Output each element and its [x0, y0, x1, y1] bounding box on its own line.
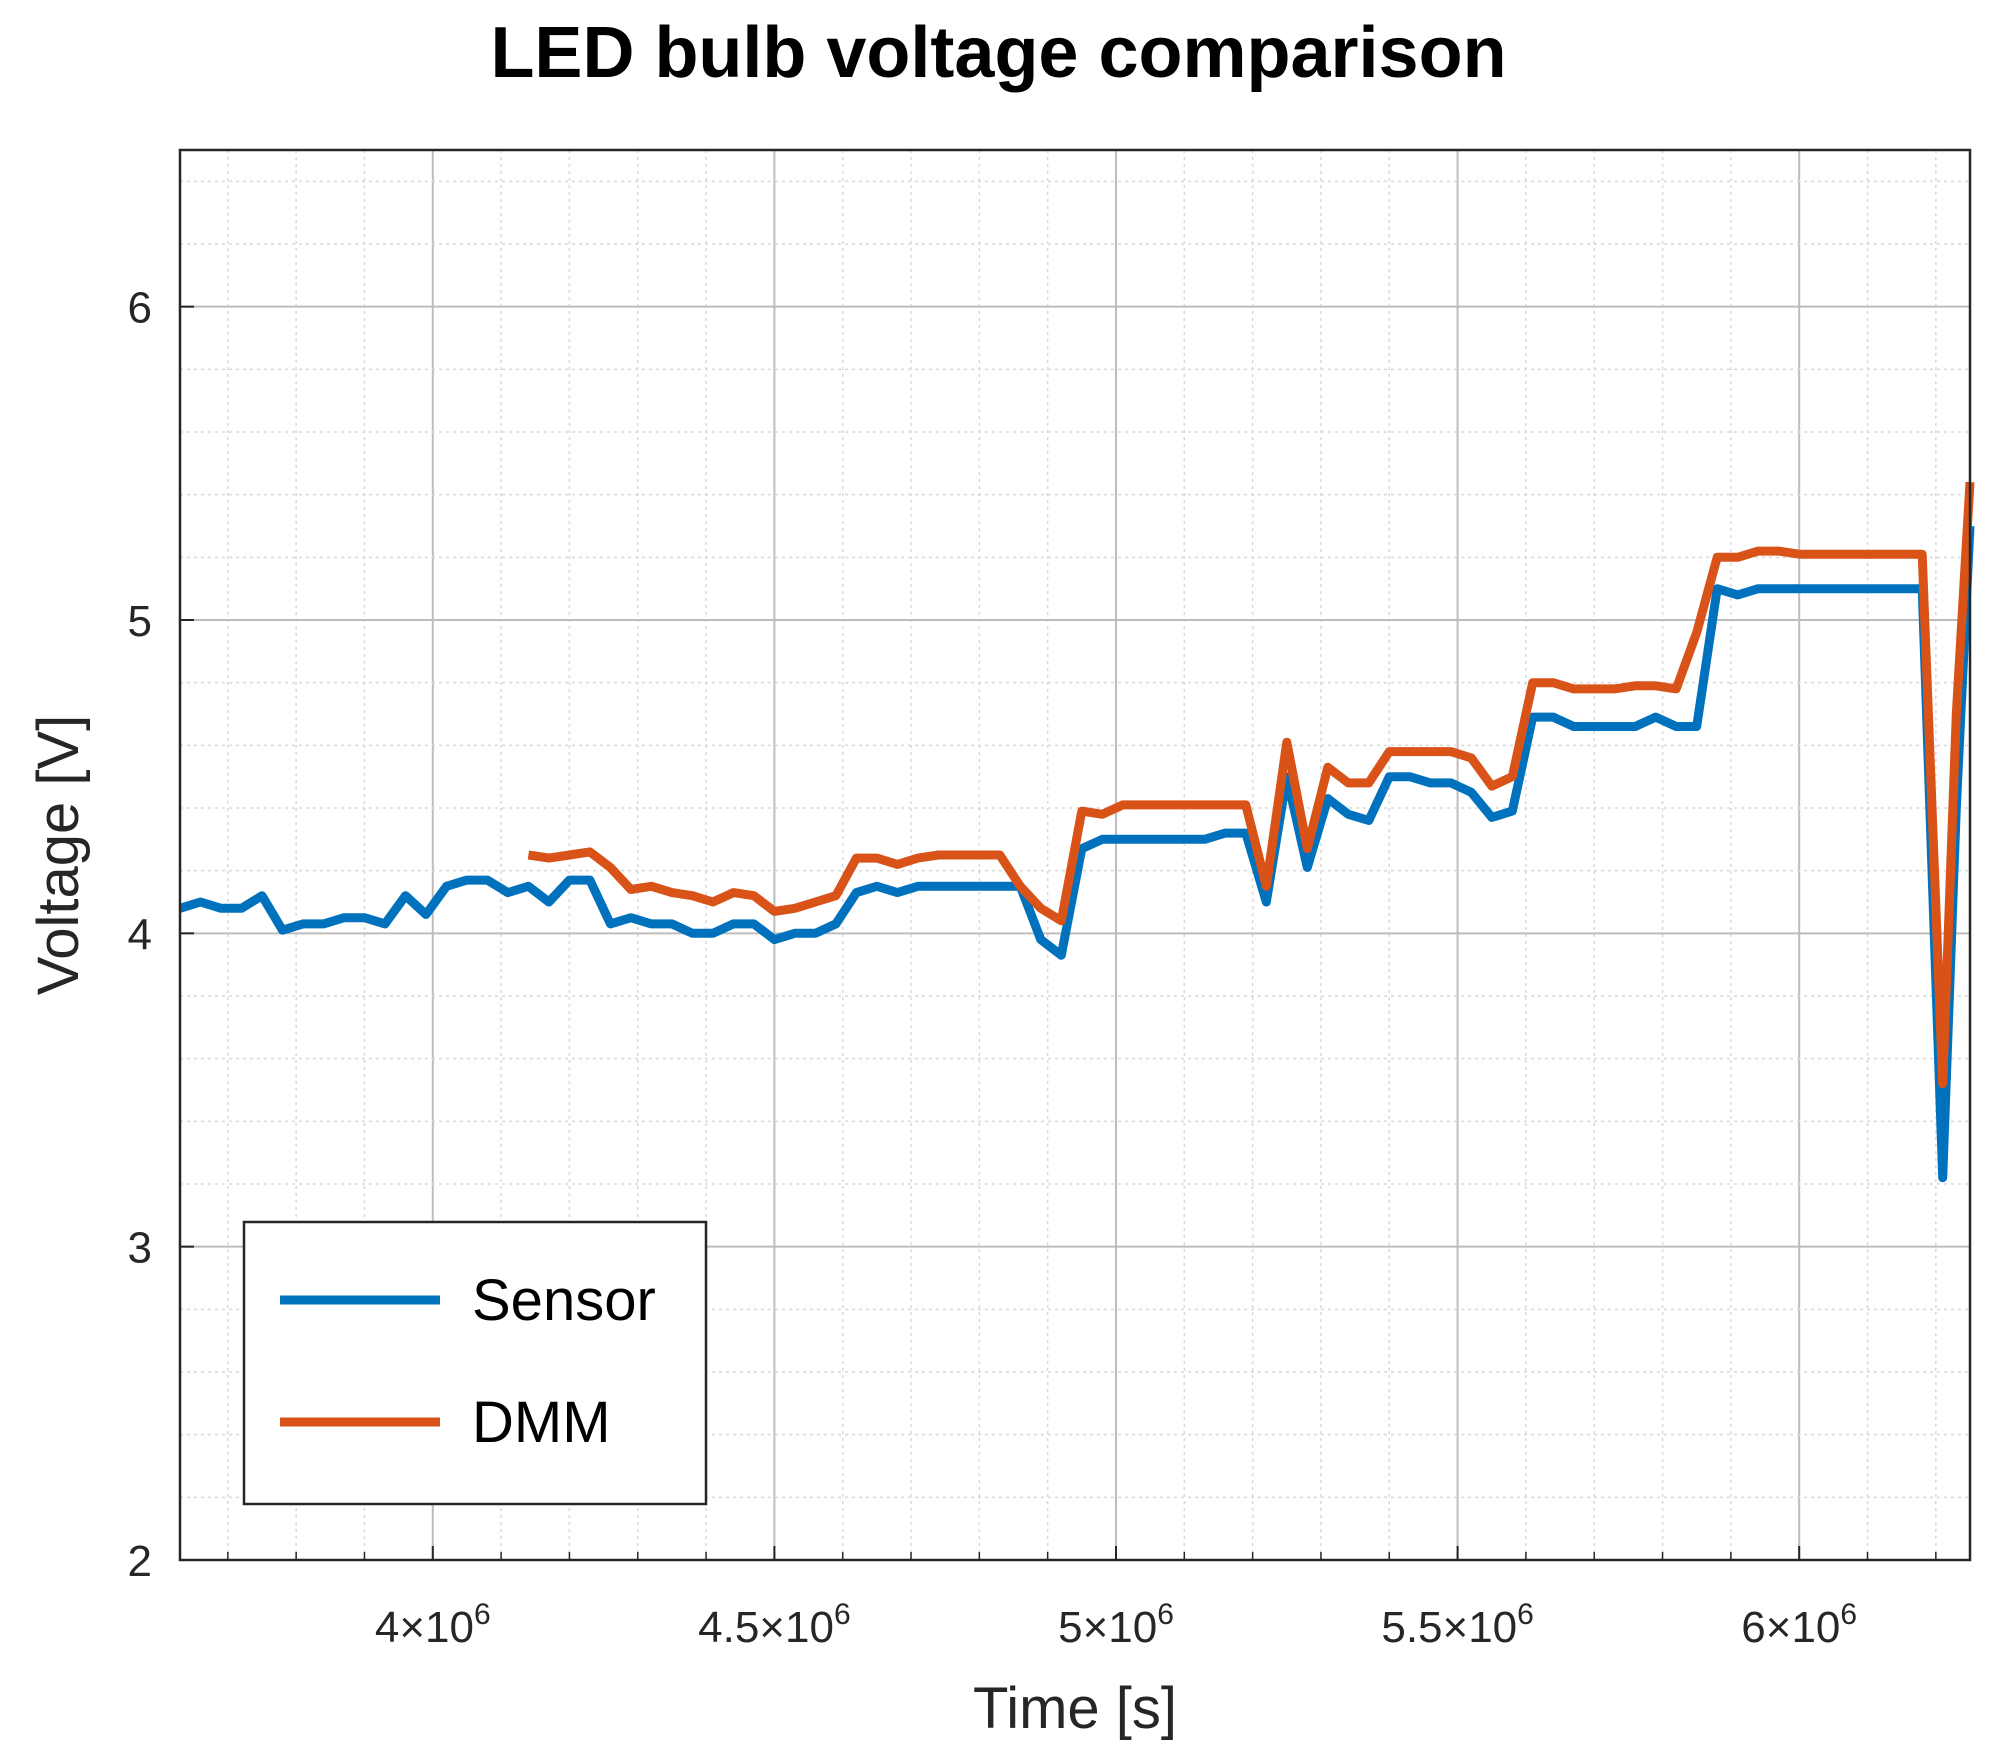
x-tick-label: 6×106 — [1741, 1598, 1857, 1652]
y-tick-label: 6 — [128, 284, 152, 333]
x-tick-label: 5×106 — [1058, 1598, 1174, 1652]
legend: Sensor DMM — [242, 1220, 708, 1506]
y-tick-label: 4 — [128, 910, 152, 959]
y-tick-label: 2 — [128, 1537, 152, 1586]
axis-ticks: 4×106 4.5×106 5×106 5.5×106 6×106 2 3 4 5 6 — [128, 284, 1937, 1652]
y-tick-label: 3 — [128, 1224, 152, 1273]
x-tick-label: 4.5×106 — [698, 1598, 851, 1652]
legend-box — [242, 1220, 708, 1506]
series-lines — [178, 481, 1975, 1183]
x-tick-label: 5.5×106 — [1381, 1598, 1534, 1652]
legend-label-dmm: DMM — [472, 1390, 611, 1455]
y-axis-label: Voltage [V] — [26, 715, 91, 996]
x-tick-label: 4×106 — [375, 1598, 491, 1652]
grid — [180, 150, 1970, 1561]
plot-frame — [178, 148, 1972, 1562]
legend-label-sensor: Sensor — [472, 1268, 656, 1333]
series-line-sensor — [178, 525, 1975, 1183]
chart-title: LED bulb voltage comparison — [490, 13, 1507, 93]
y-tick-label: 5 — [128, 597, 152, 646]
series-line-dmm — [527, 481, 1975, 1089]
x-axis-label: Time [s] — [973, 1676, 1177, 1741]
